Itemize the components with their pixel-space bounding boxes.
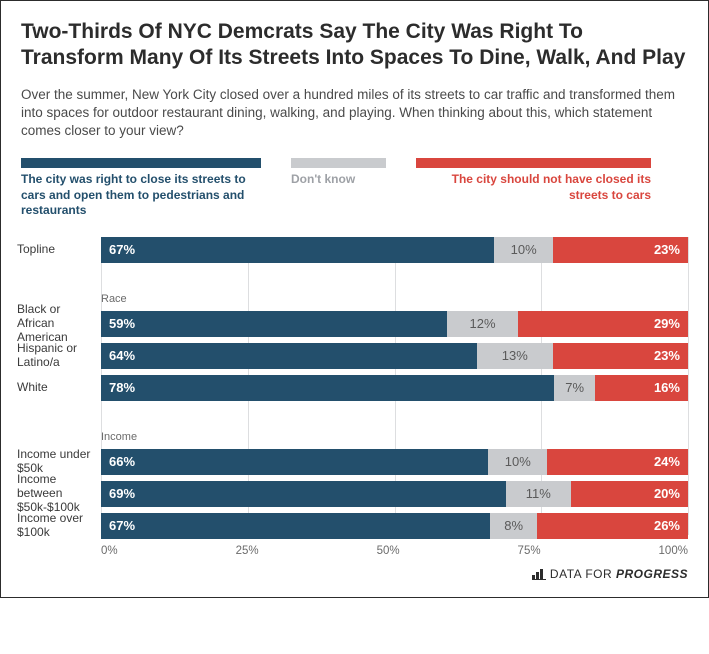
bar-row: Hispanic or Latino/a64%13%23% xyxy=(101,343,688,369)
plot: Topline67%10%23% Race Black or African Ame… xyxy=(101,237,688,557)
chart-area: Topline67%10%23% Race Black or African Ame… xyxy=(21,237,688,557)
segment-disapprove: 26% xyxy=(537,513,688,539)
stacked-bar: 59%12%29% xyxy=(101,311,688,337)
row-label: Income over $100k xyxy=(17,512,93,540)
segment-disapprove: 24% xyxy=(547,449,688,475)
segment-disapprove: 23% xyxy=(553,237,688,263)
bar-row: Income over $100k67%8%26% xyxy=(101,513,688,539)
legend-label-disapprove: The city should not have closed its stre… xyxy=(416,172,651,219)
segment-dk: 7% xyxy=(554,375,595,401)
bar-row: Black or African American59%12%29% xyxy=(101,311,688,337)
footer-prefix: DATA FOR xyxy=(550,567,616,581)
segment-dk: 13% xyxy=(477,343,553,369)
segment-disapprove: 20% xyxy=(571,481,688,507)
segment-approve: 66% xyxy=(101,449,488,475)
segment-approve: 78% xyxy=(101,375,554,401)
segment-dk: 8% xyxy=(490,513,536,539)
segment-dk: 10% xyxy=(488,449,547,475)
segment-dk: 12% xyxy=(447,311,517,337)
bar-row: Income between $50k-$100k69%11%20% xyxy=(101,481,688,507)
group-label: Race xyxy=(101,293,688,305)
chart-subtitle: Over the summer, New York City closed ov… xyxy=(21,86,688,141)
segment-approve: 59% xyxy=(101,311,447,337)
row-label: White xyxy=(17,381,93,395)
stacked-bar: 67%10%23% xyxy=(101,237,688,263)
row-label: Income between $50k-$100k xyxy=(17,473,93,514)
row-label: Black or African American xyxy=(17,303,93,344)
footer-brand: PROGRESS xyxy=(616,567,688,581)
bar-row: Topline67%10%23% xyxy=(101,237,688,263)
row-label: Topline xyxy=(17,243,93,257)
stacked-bar: 67%8%26% xyxy=(101,513,688,539)
segment-disapprove: 23% xyxy=(553,343,688,369)
stacked-bar: 78%7%16% xyxy=(101,375,688,401)
bar-row: Income under $50k66%10%24% xyxy=(101,449,688,475)
chart-title: Two-Thirds Of NYC Demcrats Say The City … xyxy=(21,19,688,72)
segment-approve: 69% xyxy=(101,481,506,507)
segment-disapprove: 29% xyxy=(518,311,688,337)
legend-swatch-dk xyxy=(291,158,386,168)
gridline xyxy=(688,237,689,535)
segment-dk: 10% xyxy=(494,237,553,263)
legend-labels: The city was right to close its streets … xyxy=(21,172,688,219)
x-tick-label: 25% xyxy=(236,545,259,557)
stacked-bar: 64%13%23% xyxy=(101,343,688,369)
group-label: Income xyxy=(101,431,688,443)
legend-swatch-approve xyxy=(21,158,261,168)
stacked-bar: 69%11%20% xyxy=(101,481,688,507)
segment-disapprove: 16% xyxy=(595,375,688,401)
bar-row: White78%7%16% xyxy=(101,375,688,401)
segment-approve: 67% xyxy=(101,237,494,263)
bar-chart-icon xyxy=(532,568,546,583)
footer: DATA FOR PROGRESS xyxy=(21,567,688,583)
stacked-bar: 66%10%24% xyxy=(101,449,688,475)
row-label: Hispanic or Latino/a xyxy=(17,342,93,370)
legend-swatch-disapprove xyxy=(416,158,651,168)
x-tick-label: 0% xyxy=(101,545,118,557)
x-tick-label: 50% xyxy=(377,545,400,557)
legend-label-dk: Don't know xyxy=(291,172,386,219)
segment-approve: 64% xyxy=(101,343,477,369)
chart-card: Two-Thirds Of NYC Demcrats Say The City … xyxy=(0,0,709,598)
legend-swatches xyxy=(21,158,688,168)
x-tick-label: 100% xyxy=(659,545,688,557)
segment-dk: 11% xyxy=(506,481,571,507)
segment-approve: 67% xyxy=(101,513,490,539)
x-axis: 0% 25% 50% 75% 100% xyxy=(101,545,688,557)
x-tick-label: 75% xyxy=(518,545,541,557)
legend-label-approve: The city was right to close its streets … xyxy=(21,172,261,219)
